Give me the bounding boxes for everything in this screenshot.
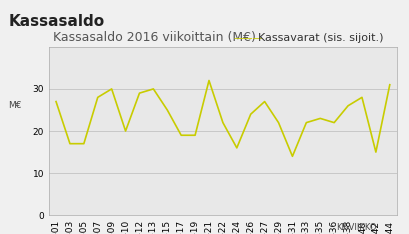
Text: Kassasaldo 2016 viikoittain (M€): Kassasaldo 2016 viikoittain (M€): [53, 31, 256, 44]
Text: KK-VIIKKO: KK-VIIKKO: [336, 223, 376, 232]
Text: M€: M€: [8, 101, 22, 110]
Text: Kassasaldo: Kassasaldo: [8, 14, 104, 29]
Text: Kassavarat (sis. sijoit.): Kassavarat (sis. sijoit.): [258, 33, 383, 43]
Text: ———: ———: [233, 33, 263, 43]
